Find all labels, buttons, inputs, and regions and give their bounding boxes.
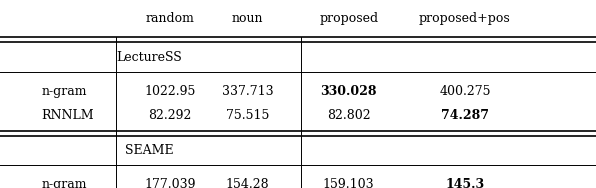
Text: 330.028: 330.028 (321, 85, 377, 98)
Text: RNNLM: RNNLM (42, 109, 94, 122)
Text: noun: noun (232, 12, 263, 25)
Text: 154.28: 154.28 (225, 178, 269, 188)
Text: 400.275: 400.275 (439, 85, 491, 98)
Text: SEAME: SEAME (125, 144, 173, 157)
Text: LectureSS: LectureSS (116, 51, 182, 64)
Text: 177.039: 177.039 (144, 178, 195, 188)
Text: 82.292: 82.292 (148, 109, 191, 122)
Text: n-gram: n-gram (42, 85, 87, 98)
Text: 159.103: 159.103 (323, 178, 374, 188)
Text: proposed+pos: proposed+pos (419, 12, 511, 25)
Text: 1022.95: 1022.95 (144, 85, 195, 98)
Text: 74.287: 74.287 (441, 109, 489, 122)
Text: proposed: proposed (319, 12, 378, 25)
Text: 75.515: 75.515 (226, 109, 269, 122)
Text: random: random (145, 12, 194, 25)
Text: 145.3: 145.3 (445, 178, 485, 188)
Text: 82.802: 82.802 (327, 109, 371, 122)
Text: n-gram: n-gram (42, 178, 87, 188)
Text: 337.713: 337.713 (222, 85, 273, 98)
